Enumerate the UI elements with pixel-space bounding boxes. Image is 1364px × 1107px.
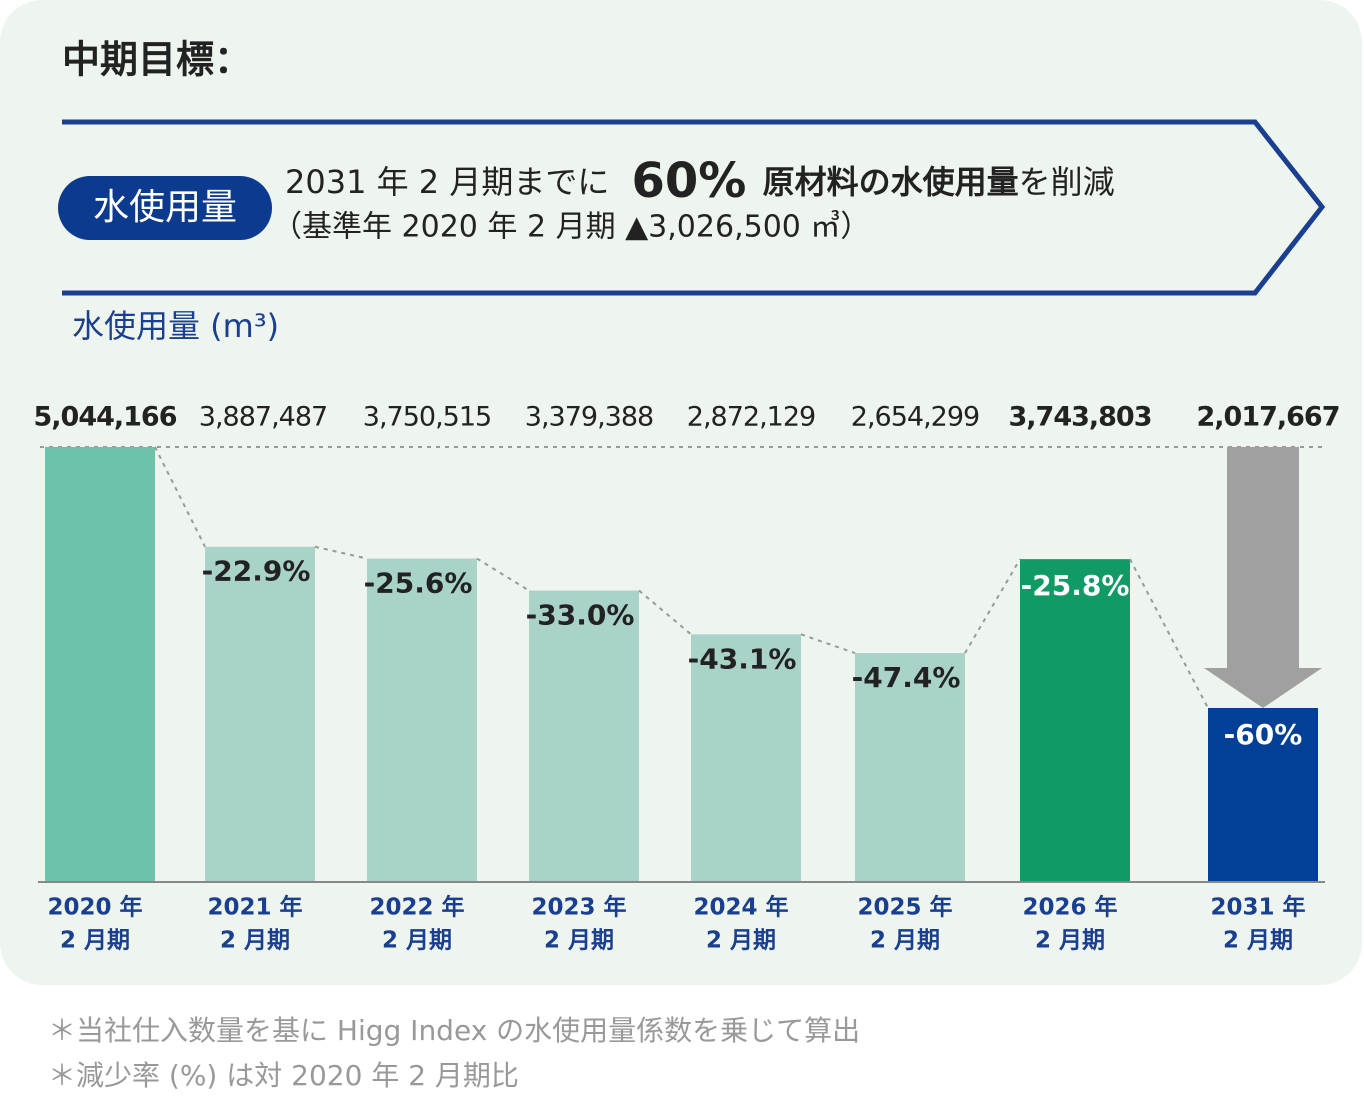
connector [638, 589, 692, 636]
chart-title: 中期目標： [62, 38, 252, 82]
badge-text: 水使用量 [93, 187, 237, 228]
headline-highlight: 60% [632, 153, 747, 209]
value-label: 3,743,803 [1008, 402, 1151, 433]
value-label: 3,379,388 [525, 402, 653, 433]
note: ＊減少率 (%) は対 2020 年 2 月期比 [48, 1059, 519, 1092]
y-axis-label: 水使用量 (m³) [72, 307, 279, 345]
x-tick-label: 2 月期 [1223, 928, 1293, 954]
x-tick-label: 2 月期 [706, 928, 776, 954]
x-tick-label: 2 月期 [382, 928, 452, 954]
bar [205, 546, 315, 882]
value-label: 2,654,299 [851, 402, 979, 433]
connector [1129, 558, 1209, 709]
change-label: -33.0% [526, 599, 635, 632]
x-tick-label: 2031 年 [1210, 894, 1305, 921]
change-label: -25.8% [1021, 569, 1130, 602]
connector [476, 557, 530, 592]
value-label: 2,872,129 [687, 402, 815, 433]
panel [0, 0, 1362, 985]
bar [529, 590, 639, 882]
x-tick-label: 2 月期 [1035, 928, 1105, 954]
bar [367, 558, 477, 882]
x-tick-label: 2026 年 [1022, 894, 1117, 921]
x-tick-label: 2 月期 [544, 928, 614, 954]
x-tick-label: 2024 年 [693, 894, 788, 921]
bar [1208, 707, 1318, 882]
connector [154, 446, 206, 548]
x-tick-label: 2 月期 [220, 928, 290, 954]
bar [855, 653, 965, 882]
x-tick-label: 2023 年 [531, 894, 626, 921]
connector [800, 633, 856, 655]
bar [45, 447, 155, 882]
subline: （基準年 2020 年 2 月期 ▲3,026,500 ㎥） [272, 210, 870, 245]
bar [691, 634, 801, 882]
x-tick-label: 2 月期 [60, 928, 130, 954]
banner-arrow [62, 119, 1326, 296]
change-label: -22.9% [202, 555, 311, 588]
target-arrow [1204, 447, 1322, 708]
bar [1020, 559, 1130, 882]
headline-after: を削減 [1019, 163, 1115, 201]
headline-before: 2031 年 2 月期までに [285, 163, 609, 201]
value-label: 3,750,515 [363, 402, 491, 433]
headline-bold: 原材料の水使用量 [763, 163, 1019, 201]
x-tick-label: 2020 年 [47, 894, 142, 921]
change-label: -47.4% [852, 661, 961, 694]
badge [58, 176, 272, 240]
change-label: -25.6% [364, 567, 473, 600]
x-tick-label: 2022 年 [369, 894, 464, 921]
x-tick-label: 2021 年 [207, 894, 302, 921]
value-label: 2,017,667 [1196, 402, 1339, 433]
change-label: -43.1% [688, 642, 797, 675]
x-tick-label: 2 月期 [870, 928, 940, 954]
change-label: -60% [1224, 718, 1303, 751]
connector [964, 558, 1021, 654]
value-label: 3,887,487 [199, 402, 327, 433]
note: ＊当社仕入数量を基に Higg Index の水使用量係数を乗じて算出 [48, 1014, 860, 1047]
value-label: 5,044,166 [33, 402, 176, 433]
headline: 2031 年 2 月期までに 60% 原材料の水使用量を削減 [285, 153, 1115, 209]
x-tick-label: 2025 年 [857, 894, 952, 921]
